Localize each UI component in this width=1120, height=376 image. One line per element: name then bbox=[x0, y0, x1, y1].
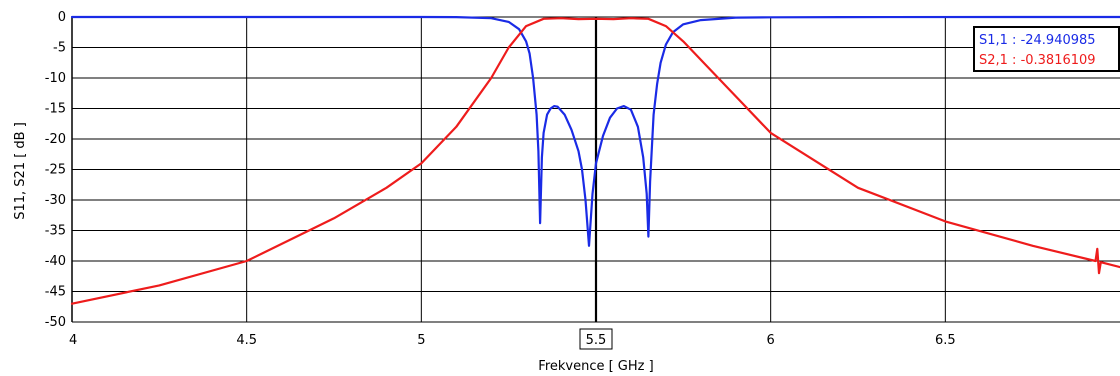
y-tick-label: -40 bbox=[45, 254, 66, 269]
y-tick-label: -35 bbox=[45, 224, 66, 239]
y-tick-label: -25 bbox=[45, 163, 66, 178]
legend-s21: S2,1 : -0.3816109 bbox=[979, 53, 1096, 68]
x-tick-marker-box bbox=[579, 328, 613, 350]
x-tick-label: 5.5 bbox=[586, 333, 607, 348]
y-tick-label: -5 bbox=[53, 41, 66, 56]
x-tick-label: 5 bbox=[417, 333, 425, 348]
y-tick-label: -45 bbox=[45, 285, 66, 300]
x-tick-label: 6.5 bbox=[935, 333, 956, 348]
x-tick-label: 4 bbox=[69, 333, 77, 348]
tick-labels: 0 -5 -10 -15 -20 -25 -30 -35 -40 -45 -504 4.5 5 5.5 6 6… bbox=[45, 10, 956, 350]
x-tick-label: 4.5 bbox=[236, 333, 257, 348]
y-tick-label: -30 bbox=[45, 193, 66, 208]
y-tick-label: -50 bbox=[45, 315, 66, 330]
legend: S1,1 : -24.940985 S2,1 : -0.3816109 bbox=[973, 26, 1120, 72]
x-tick-label: 6 bbox=[767, 333, 775, 348]
legend-s11: S1,1 : -24.940985 bbox=[979, 33, 1096, 48]
legend-box bbox=[973, 26, 1120, 72]
data-series bbox=[70, 15, 1120, 305]
y-tick-label: 0 bbox=[58, 10, 66, 25]
y-tick-label: -10 bbox=[45, 71, 66, 86]
y-tick-label: -20 bbox=[45, 132, 66, 147]
series-line-s21 bbox=[70, 17, 1120, 305]
y-axis-title: S11, S21 [ dB ] bbox=[13, 122, 28, 220]
y-tick-label: -15 bbox=[45, 102, 66, 117]
series-line-s11 bbox=[70, 15, 1120, 247]
x-axis-title: Frekvence [ GHz ] bbox=[538, 359, 653, 374]
